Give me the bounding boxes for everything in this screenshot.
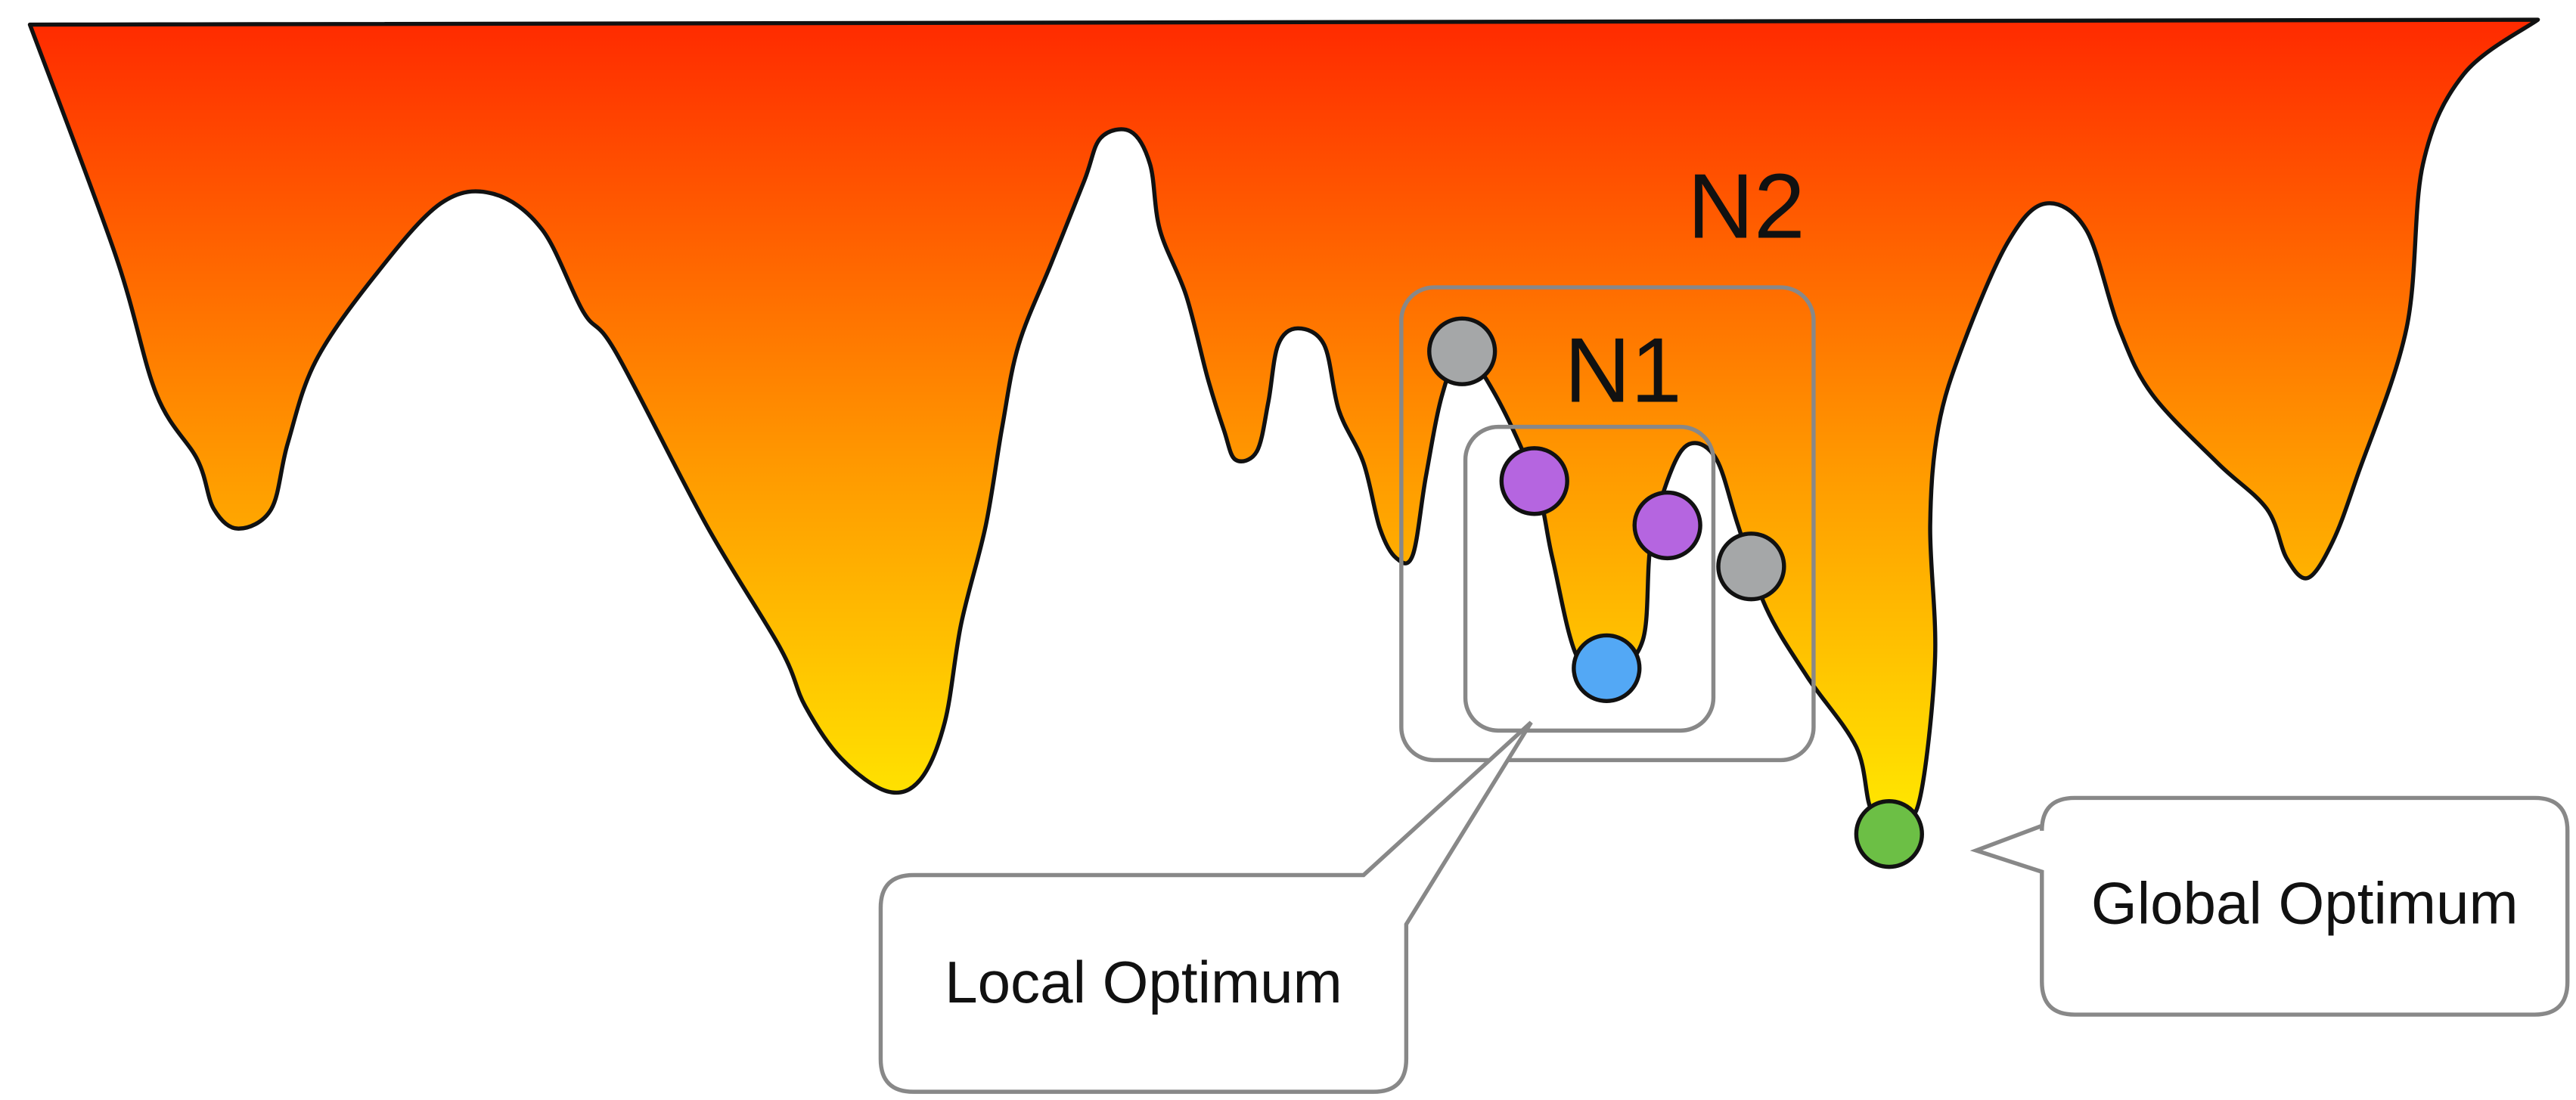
local-optimum-node	[1574, 635, 1640, 701]
local-callout	[880, 723, 1531, 1092]
landscape	[30, 20, 2538, 823]
n1-label: N1	[1564, 319, 1681, 422]
page: N2 N1 Local Optimum Global Optimum (() =…	[0, 0, 2576, 1100]
n2-label: N2	[1687, 154, 1805, 257]
diagram: N2 N1 Local Optimum Global Optimum	[0, 0, 2576, 1100]
global-optimum-node	[1856, 801, 1922, 867]
solution-node	[1718, 534, 1784, 600]
solution-node	[1634, 492, 1700, 558]
solution-node	[1501, 448, 1567, 514]
global-callout-text: Global Optimum	[2091, 870, 2519, 937]
solution-node	[1429, 318, 1495, 384]
local-callout-text: Local Optimum	[945, 949, 1342, 1015]
